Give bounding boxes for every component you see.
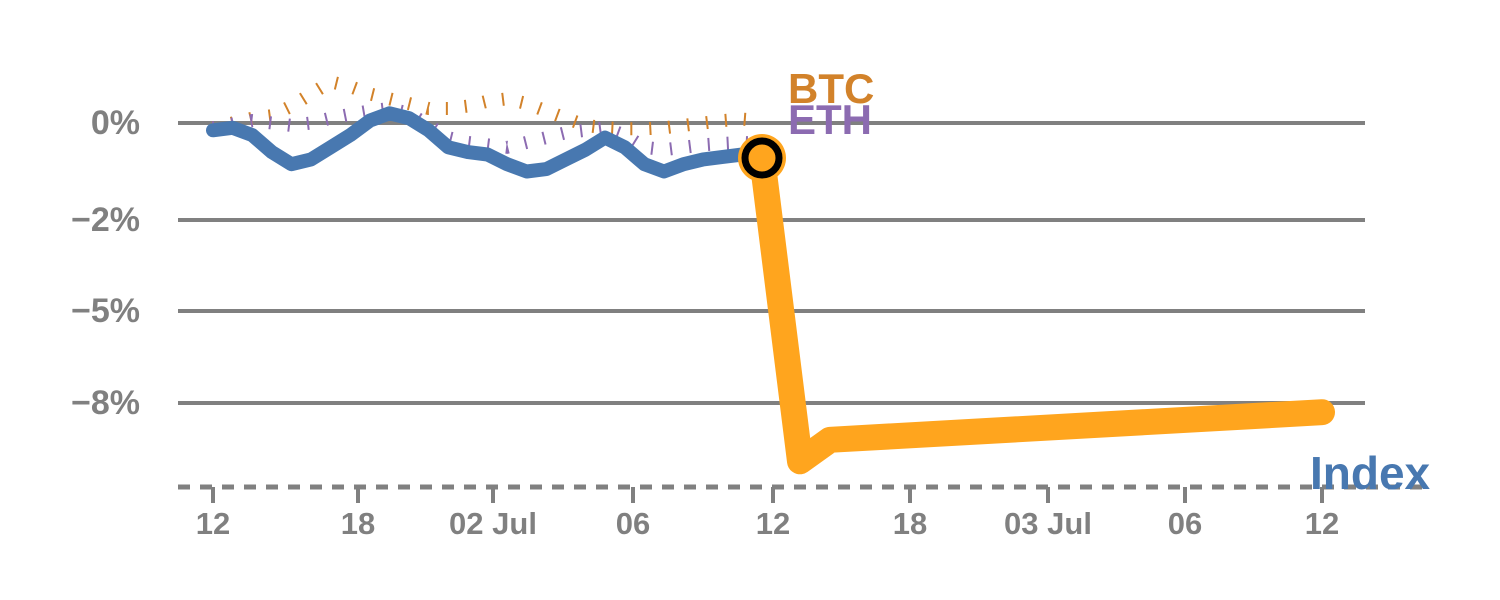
y-tick-label-minus5: −5% bbox=[71, 292, 140, 330]
x-tick-label-8: 12 bbox=[1304, 506, 1340, 541]
x-tick-label-6: 03 Jul bbox=[1004, 506, 1092, 541]
x-tick-label-5: 18 bbox=[892, 506, 928, 541]
marker-ring-icon bbox=[741, 137, 783, 179]
index-highlight-marker[interactable] bbox=[738, 134, 786, 182]
series-label-btc: BTC bbox=[788, 65, 875, 112]
x-axis-ticks bbox=[211, 487, 1324, 503]
x-tick-label-1: 18 bbox=[340, 506, 376, 541]
series-line-eth bbox=[211, 101, 763, 157]
x-tick-label-2: 02 Jul bbox=[449, 506, 537, 541]
y-tick-label-minus2: −2% bbox=[71, 201, 140, 239]
x-tick-label-4: 12 bbox=[755, 506, 791, 541]
y-tick-label-minus8: −8% bbox=[71, 384, 140, 422]
y-tick-label-0: 0% bbox=[90, 104, 140, 142]
series-line-projection bbox=[749, 143, 1335, 475]
x-tick-label-7: 06 bbox=[1167, 506, 1203, 541]
x-tick-label-3: 06 bbox=[615, 506, 651, 541]
series-label-index: Index bbox=[1310, 447, 1431, 499]
series-label-eth: ETH bbox=[788, 96, 872, 143]
series-line-index bbox=[206, 106, 769, 179]
x-tick-label-0: 12 bbox=[195, 506, 231, 541]
